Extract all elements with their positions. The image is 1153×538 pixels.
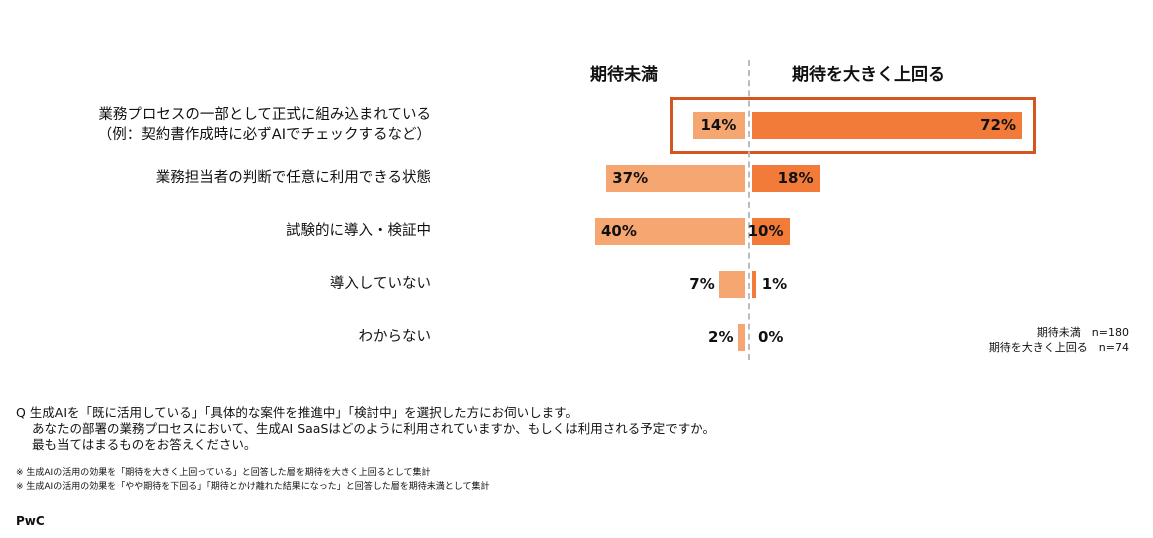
bar-below-expectation xyxy=(737,324,745,351)
header-below-expectation: 期待未満 xyxy=(590,65,658,85)
category-label-line: 業務プロセスの一部として正式に組み込まれている xyxy=(98,107,431,123)
footnote: ※ 生成AIの活用の効果を「やや期待を下回る」「期待とかけ離れた結果になった」と… xyxy=(16,482,490,492)
category-label-line: わからない xyxy=(358,329,432,345)
data-label-below: 37% xyxy=(612,169,649,187)
legend-n-exceeds: 期待を大きく上回る n=74 xyxy=(988,341,1129,354)
bar-exceeds-expectation xyxy=(752,165,820,192)
data-label-exceeds: 18% xyxy=(777,169,814,187)
data-label-exceeds: 72% xyxy=(980,116,1016,134)
category-label-line: （例：契約書作成時に必ずAIでチェックするなど） xyxy=(97,127,431,143)
category-label: 業務プロセスの一部として正式に組み込まれている （例：契約書作成時に必ずAIでチェ… xyxy=(98,105,431,145)
data-label-exceeds: 10% xyxy=(747,222,784,240)
question-line: あなたの部署の業務プロセスにおいて、生成AI SaaSはどのように利用されていま… xyxy=(32,421,716,436)
category-label: 試験的に導入・検証中 xyxy=(286,221,431,241)
data-label-below: 2% xyxy=(708,328,734,346)
header-exceeds-expectation: 期待を大きく上回る xyxy=(792,65,945,85)
category-label-line: 試験的に導入・検証中 xyxy=(286,223,431,239)
bar-below-expectation xyxy=(692,112,745,139)
highlight-box xyxy=(670,97,1036,154)
footnote: ※ 生成AIの活用の効果を「期待を大きく上回っている」と回答した層を期待を大きく… xyxy=(16,468,431,478)
category-label: 業務担当者の判断で任意に利用できる状態 xyxy=(156,168,431,188)
category-label-line: 導入していない xyxy=(329,276,431,292)
legend-n-below: 期待未満 n=180 xyxy=(1036,326,1129,339)
bar-below-expectation xyxy=(606,165,745,192)
pwc-logo: PwC xyxy=(16,514,45,528)
data-label-below: 7% xyxy=(689,275,715,293)
data-label-exceeds: 0% xyxy=(758,328,784,346)
bar-exceeds-expectation xyxy=(752,218,790,245)
data-label-exceeds: 1% xyxy=(761,275,788,293)
bar-exceeds-expectation xyxy=(752,271,756,298)
category-label: 導入していない xyxy=(330,274,431,294)
bar-below-expectation xyxy=(595,218,745,245)
center-axis xyxy=(748,60,750,360)
category-label-line: 業務担当者の判断で任意に利用できる状態 xyxy=(155,170,431,186)
data-label-below: 40% xyxy=(601,222,637,240)
data-label-below: 14% xyxy=(700,116,737,134)
bar-exceeds-expectation xyxy=(752,112,1022,139)
category-label: わからない xyxy=(359,327,432,347)
question-line: Q 生成AIを「既に活用している」「具体的な案件を推進中」「検討中」を選択した方… xyxy=(16,405,578,420)
question-line: 最も当てはまるものをお答えください。 xyxy=(32,437,257,452)
question-text: Q 生成AIを「既に活用している」「具体的な案件を推進中」「検討中」を選択した方… xyxy=(16,405,715,453)
bar-below-expectation xyxy=(718,271,745,298)
